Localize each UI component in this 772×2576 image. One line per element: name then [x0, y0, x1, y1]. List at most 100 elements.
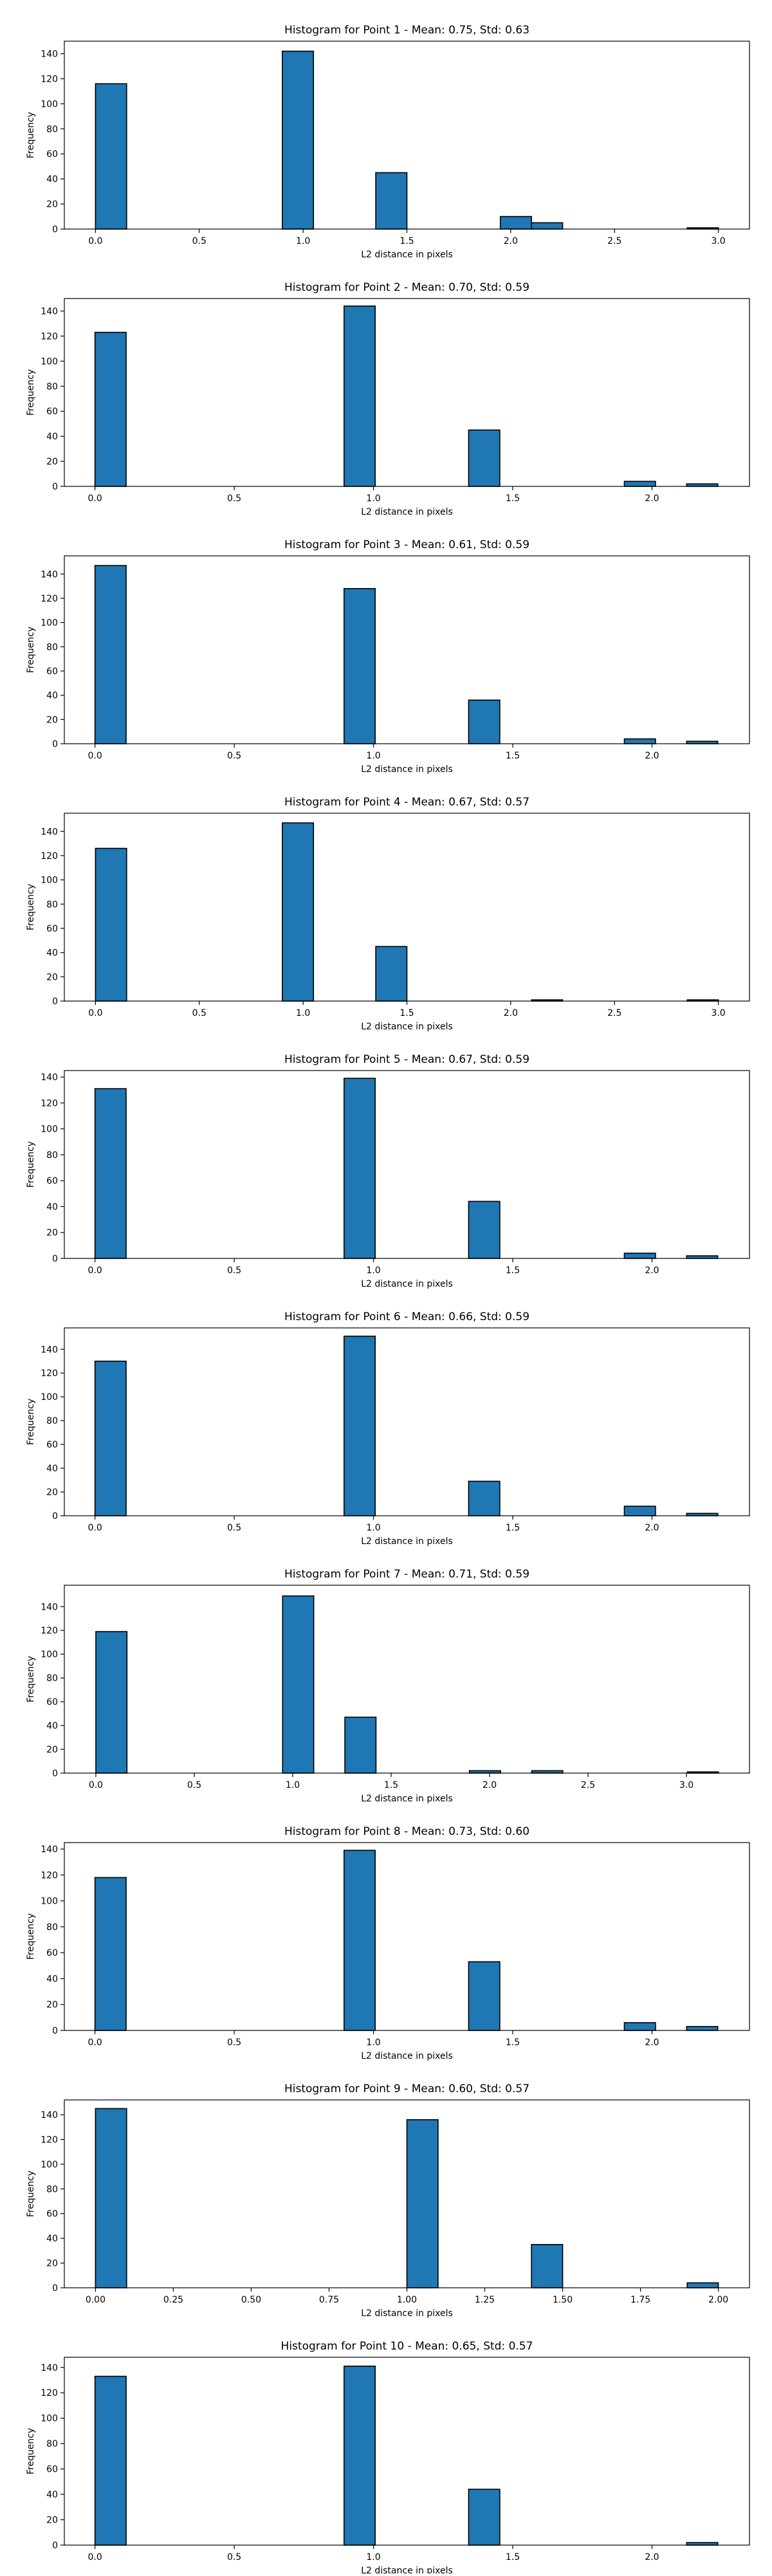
y-tick-label: 40: [46, 174, 58, 185]
x-tick-label: 2.5: [581, 1780, 595, 1790]
y-tick-label: 40: [46, 1721, 58, 1731]
x-tick-label: 2.00: [708, 2295, 728, 2305]
y-tick-label: 80: [46, 1673, 58, 1684]
y-tick-label: 20: [46, 1745, 58, 1755]
y-tick-label: 60: [46, 1440, 58, 1450]
x-tick-label: 1.00: [397, 2295, 417, 2305]
histogram-panel-2: Histogram for Point 2 - Mean: 0.70, Std:…: [26, 281, 750, 517]
x-tick-label: 0.5: [192, 236, 207, 246]
x-tick-label: 0.0: [87, 1523, 102, 1533]
x-tick-label: 2.0: [482, 1780, 497, 1790]
x-tick-label: 1.5: [506, 2552, 520, 2562]
x-tick-label: 0.5: [227, 1523, 241, 1533]
x-tick-label: 0.0: [88, 1008, 102, 1018]
histogram-bar: [623, 2022, 656, 2031]
histogram-panel-9: Histogram for Point 9 - Mean: 0.60, Std:…: [26, 2083, 750, 2319]
y-tick-label: 20: [46, 972, 58, 982]
y-tick-label: 40: [46, 948, 58, 959]
y-tick-label: 20: [46, 715, 58, 725]
y-tick-label: 40: [46, 2490, 58, 2500]
y-axis-label: Frequency: [26, 627, 36, 673]
chart-title: Histogram for Point 7 - Mean: 0.71, Std:…: [284, 1568, 529, 1581]
histogram-panel-3: Histogram for Point 3 - Mean: 0.61, Std:…: [26, 538, 750, 775]
histogram-bar: [686, 2282, 719, 2288]
y-tick-label: 140: [41, 1072, 58, 1083]
chart-title: Histogram for Point 3 - Mean: 0.61, Std:…: [284, 538, 529, 551]
y-tick-label: 80: [46, 1922, 58, 1933]
y-tick-label: 40: [46, 691, 58, 701]
chart-title: Histogram for Point 6 - Mean: 0.66, Std:…: [284, 1311, 529, 1323]
y-tick-label: 0: [52, 2283, 58, 2294]
x-tick-label: 1.0: [286, 1780, 300, 1790]
x-tick-label: 0.5: [187, 1780, 201, 1790]
x-tick-label: 0.5: [227, 751, 241, 761]
axes-frame: [64, 555, 750, 744]
histogram-bar: [94, 1877, 127, 2031]
x-axis-label: L2 distance in pixels: [361, 1794, 453, 1804]
y-tick-label: 0: [52, 225, 58, 235]
x-tick-label: 0.50: [241, 2295, 261, 2305]
y-tick-label: 120: [41, 1368, 58, 1379]
histogram-panel-1: Histogram for Point 1 - Mean: 0.75, Std:…: [26, 24, 750, 260]
y-tick-label: 120: [41, 1870, 58, 1881]
y-tick-label: 20: [46, 199, 58, 210]
y-tick-label: 140: [41, 569, 58, 580]
y-tick-label: 100: [41, 2414, 58, 2424]
y-axis-label: Frequency: [26, 1399, 36, 1445]
x-tick-label: 0.0: [88, 236, 102, 246]
histogram-bar: [623, 1253, 656, 1259]
y-tick-label: 120: [41, 331, 58, 342]
histogram-bar: [344, 588, 376, 744]
y-axis-label: Frequency: [26, 369, 36, 416]
x-tick-label: 1.5: [506, 751, 520, 761]
y-tick-label: 40: [46, 1464, 58, 1474]
histogram-bar: [468, 2489, 501, 2546]
x-tick-label: 3.0: [679, 1780, 694, 1790]
axes-frame: [64, 1585, 750, 1774]
histogram-panel-7: Histogram for Point 7 - Mean: 0.71, Std:…: [26, 1568, 750, 1804]
y-tick-label: 100: [41, 618, 58, 629]
x-tick-label: 1.25: [475, 2295, 495, 2305]
x-tick-label: 1.0: [366, 1523, 380, 1533]
chart-title: Histogram for Point 5 - Mean: 0.67, Std:…: [284, 1053, 529, 1066]
y-tick-label: 0: [52, 1511, 58, 1522]
chart-title: Histogram for Point 2 - Mean: 0.70, Std:…: [284, 281, 529, 294]
y-tick-label: 60: [46, 149, 58, 160]
y-tick-label: 80: [46, 382, 58, 392]
x-tick-label: 0.0: [87, 2552, 102, 2562]
x-tick-label: 2.0: [645, 1523, 659, 1533]
histogram-bar: [94, 2375, 127, 2546]
y-tick-label: 40: [46, 1974, 58, 1984]
histogram-bar: [94, 565, 127, 744]
histogram-panel-8: Histogram for Point 8 - Mean: 0.73, Std:…: [26, 1825, 750, 2061]
histogram-bar: [375, 946, 408, 1002]
y-tick-label: 80: [46, 124, 58, 134]
x-tick-label: 1.5: [506, 2038, 520, 2048]
x-axis-label: L2 distance in pixels: [361, 2566, 453, 2573]
x-tick-label: 1.5: [384, 1780, 398, 1790]
y-tick-label: 20: [46, 2259, 58, 2269]
x-tick-label: 0.5: [227, 493, 241, 504]
x-tick-label: 1.0: [366, 751, 380, 761]
x-tick-label: 1.5: [506, 1523, 520, 1533]
y-tick-label: 0: [52, 1769, 58, 1779]
y-tick-label: 80: [46, 1150, 58, 1161]
y-tick-label: 60: [46, 2465, 58, 2475]
x-tick-label: 1.0: [296, 236, 310, 246]
x-tick-label: 0.5: [227, 1265, 241, 1276]
histogram-bar: [282, 50, 315, 230]
x-axis-label: L2 distance in pixels: [361, 1279, 453, 1289]
y-tick-label: 80: [46, 2184, 58, 2194]
x-tick-label: 0.75: [319, 2295, 339, 2305]
x-tick-label: 1.5: [506, 493, 520, 504]
histogram-bar: [468, 1480, 501, 1516]
chart-title: Histogram for Point 9 - Mean: 0.60, Std:…: [284, 2083, 529, 2095]
x-tick-label: 0.5: [227, 2038, 241, 2048]
x-tick-label: 3.0: [711, 1008, 725, 1018]
histogram-bar: [344, 2366, 376, 2546]
x-tick-label: 0.0: [87, 493, 102, 504]
histogram-bar: [468, 429, 501, 487]
y-tick-label: 40: [46, 432, 58, 442]
